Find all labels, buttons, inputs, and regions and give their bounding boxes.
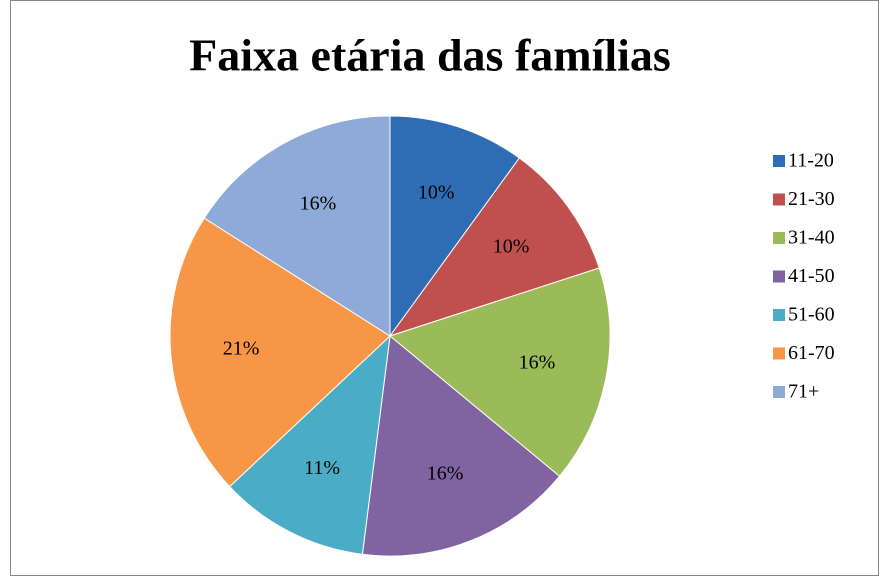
chart-title: Faixa etária das famílias: [189, 30, 671, 81]
data-label: 16%: [300, 192, 337, 214]
legend-swatch: [773, 386, 785, 398]
legend-swatch: [773, 193, 785, 206]
legend-label: 31-40: [788, 227, 835, 249]
legend-label: 11-20: [788, 150, 834, 172]
pie-slice: [388, 157, 600, 337]
legend-swatch: [773, 347, 785, 360]
pie-slice: [228, 334, 391, 555]
data-label: 11%: [304, 457, 340, 479]
legend-label: 21-30: [788, 188, 835, 210]
legend-label: 61-70: [788, 342, 835, 364]
data-label: 21%: [223, 338, 260, 360]
data-label: 10%: [493, 236, 530, 258]
legend-label: 51-60: [788, 304, 835, 326]
legend-swatch: [773, 270, 785, 283]
data-label: 16%: [519, 352, 556, 374]
pie-slice: [169, 217, 391, 488]
pie-slice: [361, 335, 561, 557]
pie-slice: [389, 115, 521, 338]
legend-swatch: [773, 232, 785, 244]
legend-swatch: [773, 309, 785, 321]
data-label: 10%: [418, 181, 455, 203]
pie-slice: [388, 267, 611, 477]
pie-slice: [203, 115, 391, 337]
legend-swatch: [773, 155, 785, 167]
data-label: 16%: [427, 463, 464, 485]
legend-label: 41-50: [788, 265, 835, 287]
legend-label: 71+: [788, 381, 819, 403]
